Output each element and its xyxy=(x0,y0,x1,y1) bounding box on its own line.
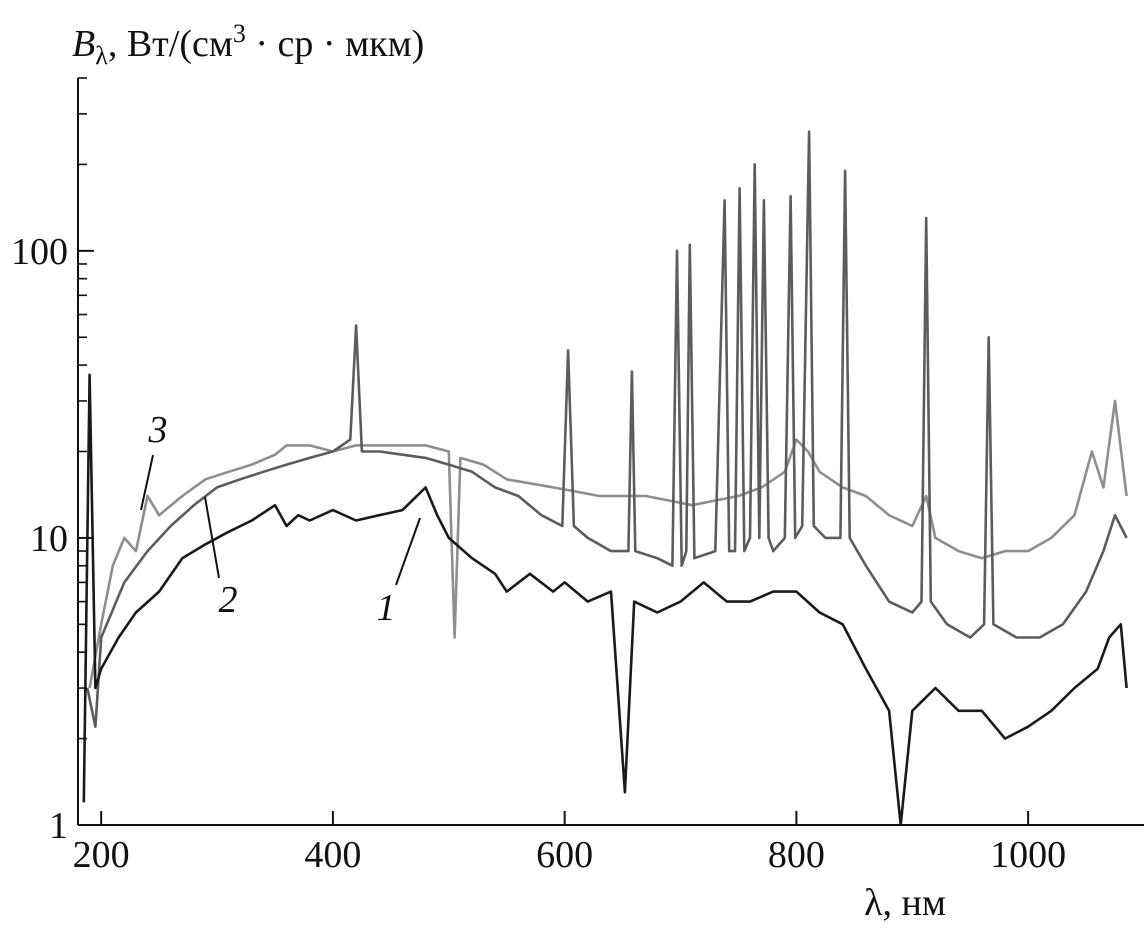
y-tick-label: 10 xyxy=(30,518,68,560)
series-label: 2 xyxy=(219,579,238,621)
series-line xyxy=(82,373,1128,826)
series-label: 3 xyxy=(148,409,168,451)
plot-area xyxy=(82,130,1128,826)
y-label-superscript: 3 xyxy=(233,19,246,48)
series-line xyxy=(88,399,1128,689)
x-tick-label: 400 xyxy=(304,834,361,876)
y-tick-label: 1 xyxy=(49,805,68,847)
x-tick-label: 1000 xyxy=(990,834,1066,876)
x-tick-label: 800 xyxy=(768,834,825,876)
x-tick-label: 600 xyxy=(536,834,593,876)
series-line xyxy=(86,130,1128,728)
x-tick-label: 200 xyxy=(73,834,130,876)
y-label-symbol: B xyxy=(72,23,95,65)
label-leader xyxy=(204,496,220,579)
y-label-text: , Вт/(см xyxy=(108,23,233,65)
label-leader xyxy=(395,517,421,586)
y-label-subscript: λ xyxy=(95,41,108,70)
y-tick-label: 100 xyxy=(11,231,68,273)
series-label: 1 xyxy=(377,587,396,629)
x-axis-label: λ, нм xyxy=(864,882,946,924)
y-label-end: · ср · мкм) xyxy=(246,23,424,65)
label-leader xyxy=(140,454,154,511)
y-axis-label: Bλ, Вт/(см3 · ср · мкм) xyxy=(72,19,424,70)
